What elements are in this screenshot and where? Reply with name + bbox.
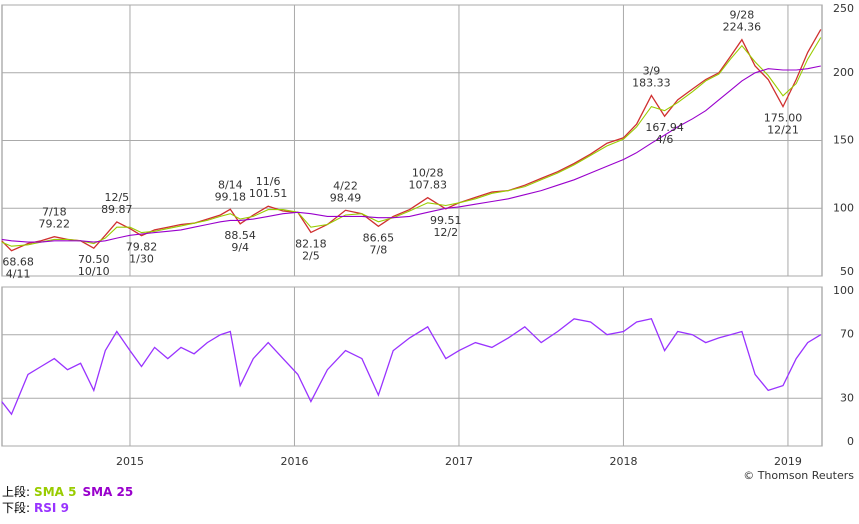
annotation-text: 3/9 (643, 64, 661, 77)
annotation-text: 4/6 (656, 133, 674, 146)
annotation-text: 98.49 (330, 191, 362, 204)
annotation-text: 2/5 (302, 249, 320, 262)
legend-entry: SMA 25 (82, 485, 134, 499)
legend-row: 下段: RSI 9 (2, 500, 859, 516)
annotation-text: 9/28 (730, 9, 755, 22)
annotation-text: 224.36 (723, 21, 762, 34)
x-tick-label: 2018 (609, 455, 637, 468)
annotation-text: 11/6 (256, 175, 281, 188)
legend: 上段: SMA 5 SMA 25 下段: RSI 9 (0, 484, 859, 516)
annotation-text: 82.18 (295, 237, 327, 250)
x-tick-label: 2019 (774, 455, 802, 468)
annotation-text: 99.18 (215, 190, 247, 203)
legend-entry: RSI 9 (34, 501, 69, 515)
annotation-text: 89.87 (101, 203, 133, 216)
y-tick-label: 100 (833, 201, 854, 214)
y-tick-label: 100 (833, 284, 854, 297)
annotation-text: 99.51 (430, 214, 462, 227)
annotation-text: 9/4 (231, 241, 249, 254)
annotation-text: 88.54 (224, 229, 256, 242)
annotation-text: 7/8 (370, 243, 388, 256)
annotation-text: 86.65 (363, 231, 395, 244)
annotation-text: 68.68 (2, 256, 34, 269)
panel-label: 上段: (2, 485, 31, 499)
y-tick-label: 50 (840, 265, 854, 278)
annotation-text: 101.51 (249, 187, 288, 200)
annotation-text: 10/28 (412, 167, 444, 180)
annotation-text: 7/18 (42, 205, 67, 218)
chart: 5010015020025068.684/117/1879.2270.5010/… (1, 2, 854, 482)
annotation-text: 70.50 (78, 253, 110, 266)
y-tick-label: 250 (833, 2, 854, 15)
series-line (1, 318, 822, 416)
annotation-text: 12/5 (104, 191, 129, 204)
y-tick-label: 70 (840, 328, 854, 341)
panel-label: 下段: (2, 501, 31, 515)
annotation-text: 10/10 (78, 265, 110, 278)
annotation-text: 4/11 (6, 268, 31, 281)
annotation-text: 175.00 (764, 112, 803, 125)
y-tick-label: 0 (847, 435, 854, 448)
legend-entry: SMA 5 (34, 485, 77, 499)
annotation-text: 8/14 (218, 178, 243, 191)
credit: © Thomson Reuters (743, 469, 854, 482)
series-line (1, 65, 821, 243)
annotation-text: 1/30 (129, 253, 154, 266)
series-line (1, 29, 822, 252)
annotation-text: 4/22 (333, 179, 358, 192)
annotation-text: 107.83 (408, 179, 447, 192)
legend-row: 上段: SMA 5 SMA 25 (2, 484, 859, 500)
y-tick-label: 150 (833, 134, 854, 147)
x-tick-label: 2015 (116, 455, 144, 468)
annotation-text: 183.33 (632, 76, 671, 89)
annotation-text: 12/2 (433, 226, 458, 239)
annotation-text: 79.82 (126, 241, 158, 254)
x-tick-label: 2017 (445, 455, 473, 468)
annotation-text: 167.94 (645, 121, 684, 134)
y-tick-label: 200 (833, 66, 854, 79)
annotation-text: 12/21 (767, 124, 799, 137)
plot-frame (1, 286, 823, 447)
y-tick-label: 30 (840, 391, 854, 404)
annotation-text: 79.22 (39, 217, 71, 230)
x-tick-label: 2016 (280, 455, 308, 468)
